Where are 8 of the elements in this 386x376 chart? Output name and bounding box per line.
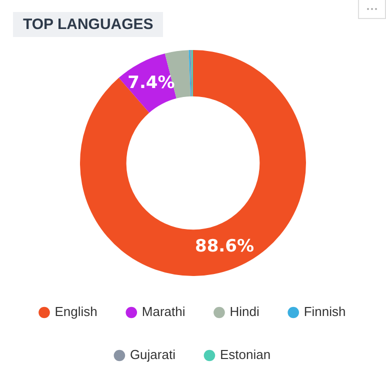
legend-label: Hindi [230,304,260,320]
chart-title: TOP LANGUAGES [13,12,164,37]
legend-label: Estonian [220,347,271,362]
legend-label: Marathi [142,304,186,320]
data-label: 88.6% [195,236,254,257]
legend-label: English [54,304,98,320]
legend-label: Gujarati [130,347,176,362]
legend-label: Finnish [304,304,346,320]
